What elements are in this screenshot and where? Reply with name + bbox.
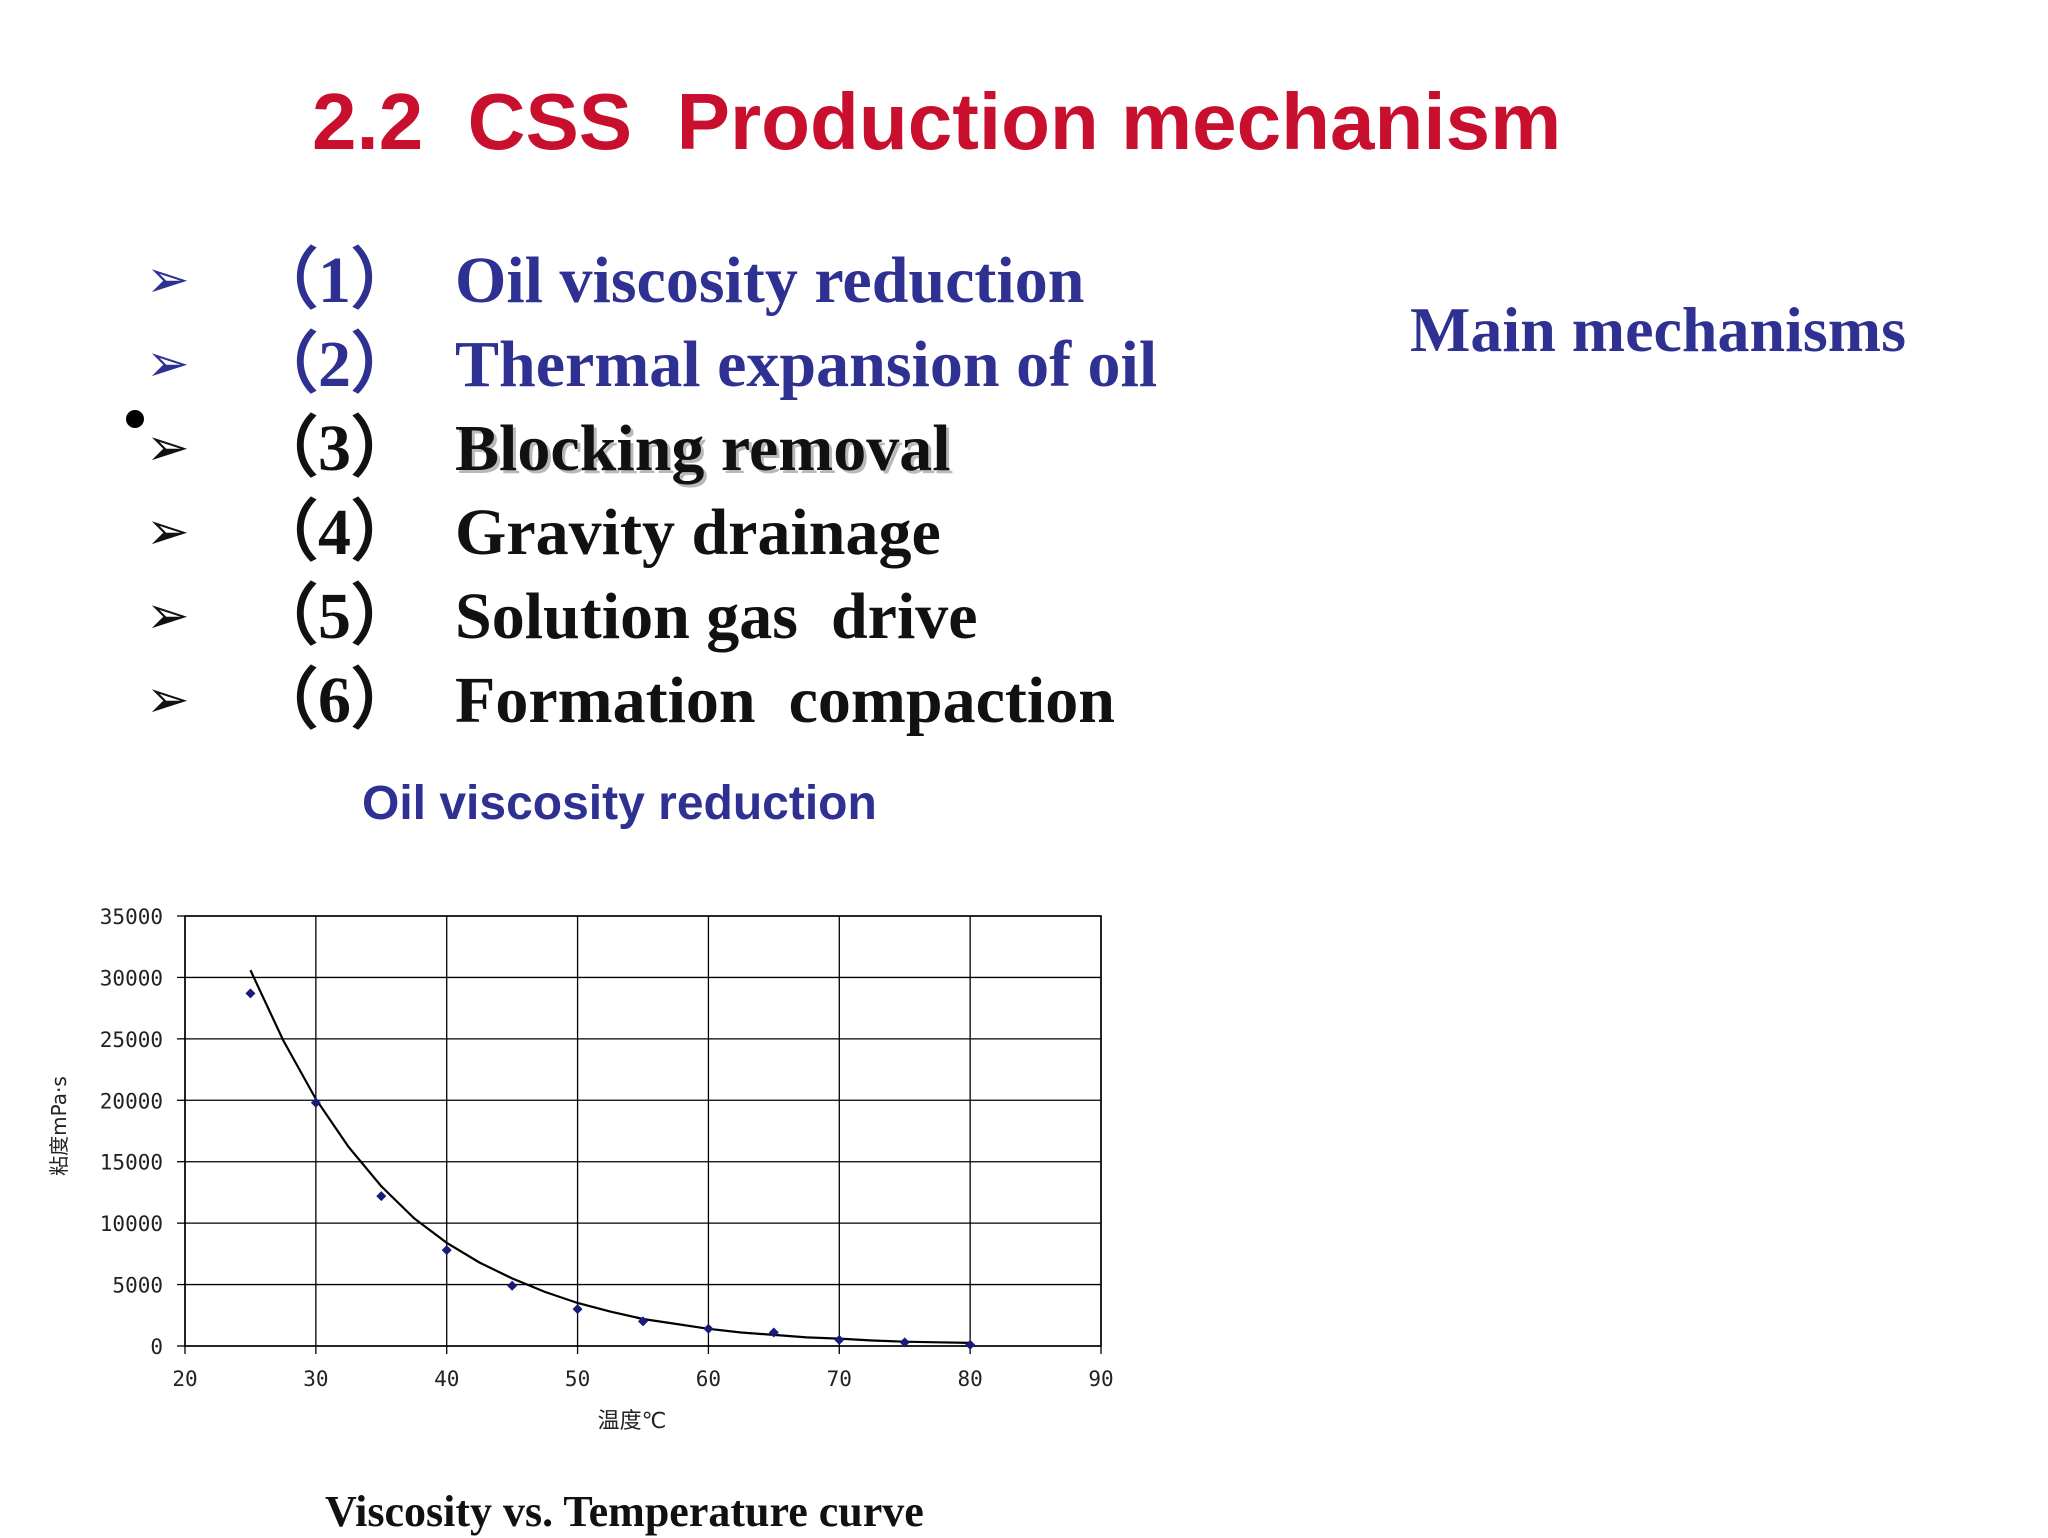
chart-axes [177,915,1102,1354]
bullet-dot-icon [126,410,144,428]
chart-heading: Oil viscosity reduction [362,777,877,830]
data-point [638,1316,648,1327]
mechanism-item-4: ➢ （4） Gravity drainage [0,494,1300,578]
mechanism-number: （6） [252,664,417,737]
mechanism-item-5: ➢ （5） Solution gas drive [0,578,1300,662]
side-note: Main mechanisms [1410,294,1906,365]
x-tick-labels: 20 30 40 50 60 70 80 90 [172,1367,1113,1391]
mechanism-label: Thermal expansion of oil [455,328,1158,401]
x-tick-label: 90 [1088,1367,1113,1391]
arrow-bullet-icon: ➢ [146,250,190,310]
arrow-bullet-icon: ➢ [146,502,190,562]
y-tick-label: 30000 [100,966,163,990]
x-axis-label: 温度℃ [598,1409,667,1434]
x-tick-label: 80 [957,1367,982,1391]
trend-line [249,969,971,1344]
mechanism-item-3: ➢ （3） Blocking removal [0,410,1300,494]
mechanism-label: Solution gas drive [455,580,978,653]
y-tick-label: 10000 [100,1212,163,1236]
mechanism-number: （4） [252,496,417,569]
chart-caption: Viscosity vs. Temperature curve [325,1487,924,1536]
mechanism-item-1: ➢ （1） Oil viscosity reduction [0,242,1300,326]
x-tick-label: 30 [303,1367,328,1391]
x-tick-label: 50 [565,1367,590,1391]
data-point [703,1323,714,1334]
data-point [376,1191,387,1202]
x-tick-label: 20 [172,1367,197,1391]
y-tick-label: 20000 [100,1089,163,1113]
x-tick-label: 70 [827,1367,852,1391]
y-tick-label: 15000 [100,1151,163,1175]
data-point [834,1334,845,1345]
x-tick-label: 60 [696,1367,721,1391]
mechanism-number: （5） [252,580,417,653]
data-point [768,1327,779,1338]
data-point [441,1245,452,1256]
y-tick-label: 0 [150,1335,163,1359]
y-tick-labels: 0 5000 10000 15000 20000 25000 30000 35000 [100,905,163,1359]
data-point [572,1304,583,1315]
y-axis-label: 粘度mPa·s [47,1076,71,1176]
slide-title: 2.2 CSS Production mechanism [312,77,1562,166]
mechanism-number: （3） [252,412,417,485]
viscosity-chart: 20 30 40 50 60 70 80 90 0 5000 10000 15000 20000 250… [47,905,1114,1434]
arrow-bullet-icon: ➢ [146,586,190,646]
mechanism-label: Formation compaction [455,664,1115,737]
chart-grid [184,915,1102,1347]
mechanism-item-2: ➢ （2） Thermal expansion of oil [0,326,1300,410]
mechanism-number: （2） [252,328,417,401]
x-tick-label: 40 [434,1367,459,1391]
data-point [507,1280,518,1291]
y-tick-label: 25000 [100,1028,163,1052]
data-point [310,1097,321,1108]
y-tick-label: 5000 [112,1274,163,1298]
y-tick-label: 35000 [100,905,163,929]
mechanism-number: （1） [252,244,417,317]
mechanism-label: Blocking removal [455,412,951,485]
mechanism-item-6: ➢ （6） Formation compaction [0,662,1300,746]
plot-frame [184,915,1102,1347]
data-point [965,1339,976,1350]
data-point [899,1337,910,1348]
mechanism-label: Gravity drainage [455,496,941,569]
mechanism-label: Oil viscosity reduction [455,244,1085,317]
data-point [245,988,256,999]
data-points [245,988,976,1350]
arrow-bullet-icon: ➢ [146,670,190,730]
arrow-bullet-icon: ➢ [146,418,190,478]
arrow-bullet-icon: ➢ [146,334,190,394]
